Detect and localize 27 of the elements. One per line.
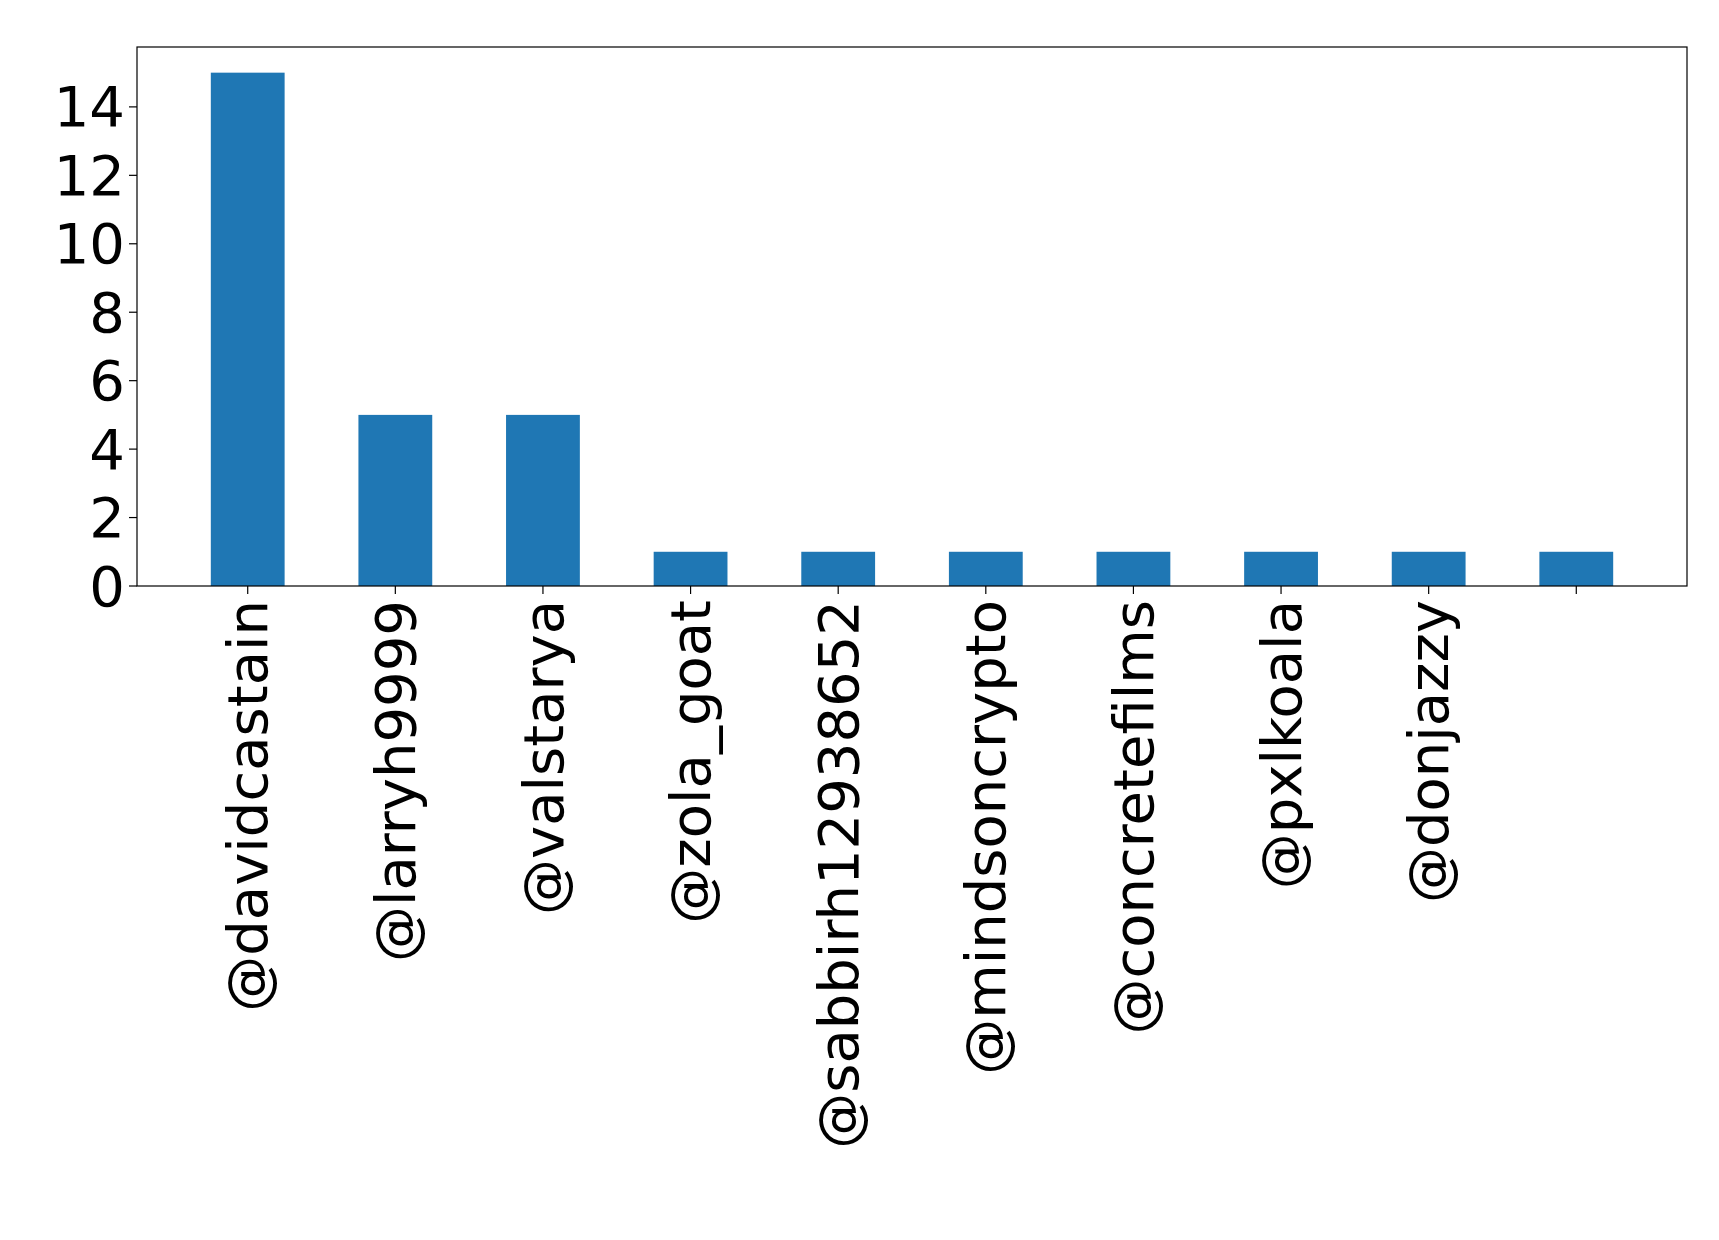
x-tick-label: @zola_goat [658,600,724,924]
bar [1096,551,1171,586]
bar [801,551,876,586]
y-tick-label: 10 [53,211,125,277]
x-tick-label: @valstarya [510,600,576,915]
x-tick-label: @donjazzy [1396,600,1462,904]
y-tick-label: 2 [89,485,125,551]
x-tick-label: @davidcastain [215,600,281,1012]
bar [506,414,580,586]
bar [1539,551,1614,586]
y-tick-label: 0 [89,553,125,619]
bar [1391,551,1466,586]
y-tick-label: 8 [89,279,125,345]
x-tick-label: @pxlkoala [1248,600,1314,890]
bar [210,72,285,586]
bar [1244,551,1318,586]
y-tick-label: 6 [89,348,125,414]
y-tick-label: 14 [53,74,125,140]
x-tick-label: @concretefilms [1101,600,1167,1035]
x-tick-label: @mindsoncrypto [953,600,1019,1075]
bar [358,414,433,586]
bar [653,551,728,586]
y-tick-label: 12 [53,142,125,208]
bar [948,551,1023,586]
x-tick-label: @sabbirh12938652 [805,600,871,1149]
x-tick-label: @larryh9999 [362,600,428,963]
y-tick-label: 4 [89,416,125,482]
